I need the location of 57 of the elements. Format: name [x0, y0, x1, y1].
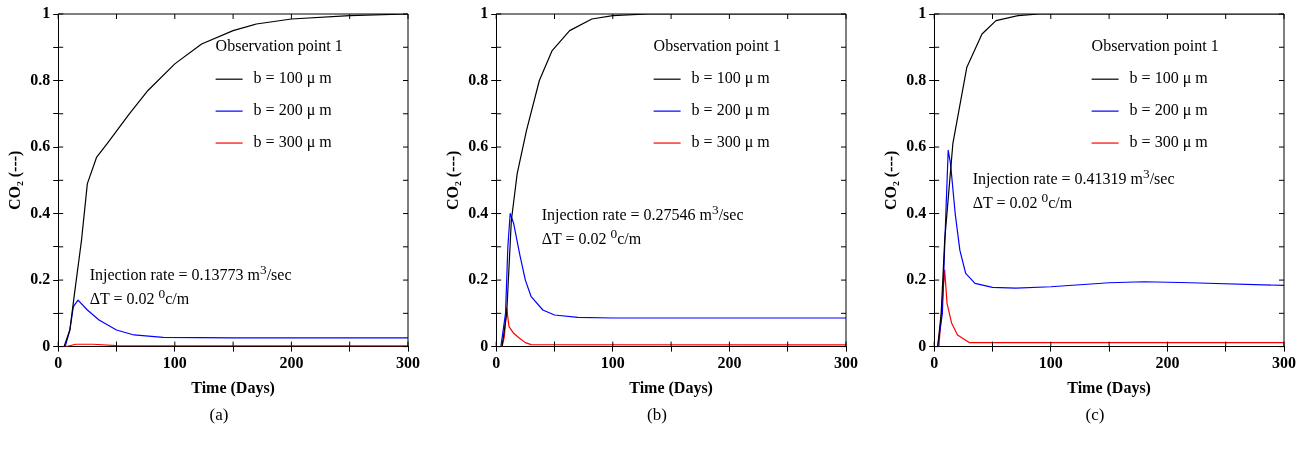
legend-title: Observation point 1 — [653, 37, 781, 56]
annotation: Injection rate = 0.41319 m$^{3}$/sec — [972, 164, 1175, 190]
annotation: ΔT = 0.02 $^{0}$c/m — [89, 285, 190, 310]
y-tick-label: 0.4 — [468, 203, 489, 221]
x-tick-label: 0 — [930, 354, 939, 372]
annotation: ΔT = 0.02 $^{0}$c/m — [541, 225, 642, 250]
y-tick-label: 0.2 — [468, 270, 489, 288]
y-tick-label: 0.8 — [30, 70, 51, 88]
y-tick-label: 0.2 — [906, 270, 927, 288]
y-tick-label: 0.6 — [468, 137, 489, 155]
y-tick-label: 0.2 — [30, 270, 51, 288]
legend-label: b = 100 μ m — [253, 69, 333, 88]
legend-label: b = 300 μ m — [691, 133, 771, 152]
x-tick-label: 100 — [162, 354, 187, 372]
y-tick-label: 0.4 — [30, 203, 51, 221]
legend-label: b = 300 μ m — [253, 133, 333, 152]
x-tick-label: 300 — [396, 354, 420, 372]
legend-title: Observation point 1 — [1091, 37, 1219, 56]
annotation: Injection rate = 0.13773 m$^{3}$/sec — [89, 261, 292, 286]
x-tick-label: 100 — [1038, 354, 1063, 372]
y-tick-label: 0.4 — [906, 203, 927, 221]
y-tick-label: 0.8 — [468, 70, 489, 88]
x-tick-label: 200 — [717, 354, 742, 372]
x-tick-label: 0 — [492, 354, 501, 372]
x-axis-title: Time (Days) — [1067, 378, 1151, 397]
y-tick-label: 0.6 — [30, 137, 51, 155]
x-axis-title: Time (Days) — [191, 378, 275, 397]
legend-label: b = 200 μ m — [691, 101, 771, 120]
annotation: Injection rate = 0.27546 m$^{3}$/sec — [541, 201, 744, 226]
y-axis-title: CO₂ (---) — [881, 150, 900, 211]
y-tick-label: 0 — [480, 336, 489, 354]
x-tick-label: 200 — [279, 354, 304, 372]
y-tick-label: 1 — [918, 4, 927, 22]
legend-label: b = 200 μ m — [253, 101, 333, 120]
y-axis-title: CO₂ (---) — [5, 150, 24, 211]
legend-label: b = 100 μ m — [1129, 69, 1209, 88]
text: (c) — [1084, 405, 1106, 425]
annotation: ΔT = 0.02 $^{0}$c/m — [972, 188, 1073, 213]
x-tick-label: 300 — [834, 354, 858, 372]
legend-label: b = 300 μ m — [1129, 133, 1209, 152]
y-tick-label: 1 — [42, 4, 51, 22]
y-axis-title: CO₂ (---) — [443, 150, 462, 211]
y-tick-label: 1 — [480, 4, 489, 22]
y-tick-label: 0.6 — [906, 137, 927, 155]
legend-label: b = 200 μ m — [1129, 101, 1209, 120]
y-tick-label: 0 — [918, 336, 927, 354]
legend-label: b = 100 μ m — [691, 69, 771, 88]
x-tick-label: 0 — [54, 354, 63, 372]
y-tick-label: 0 — [42, 336, 51, 354]
x-tick-label: 200 — [1155, 354, 1180, 372]
text: (a) — [208, 405, 230, 425]
legend-title: Observation point 1 — [215, 37, 343, 56]
x-axis-title: Time (Days) — [629, 378, 713, 397]
x-tick-label: 100 — [600, 354, 625, 372]
x-tick-label: 300 — [1272, 354, 1296, 372]
text: (b) — [646, 405, 668, 425]
y-tick-label: 0.8 — [906, 70, 927, 88]
